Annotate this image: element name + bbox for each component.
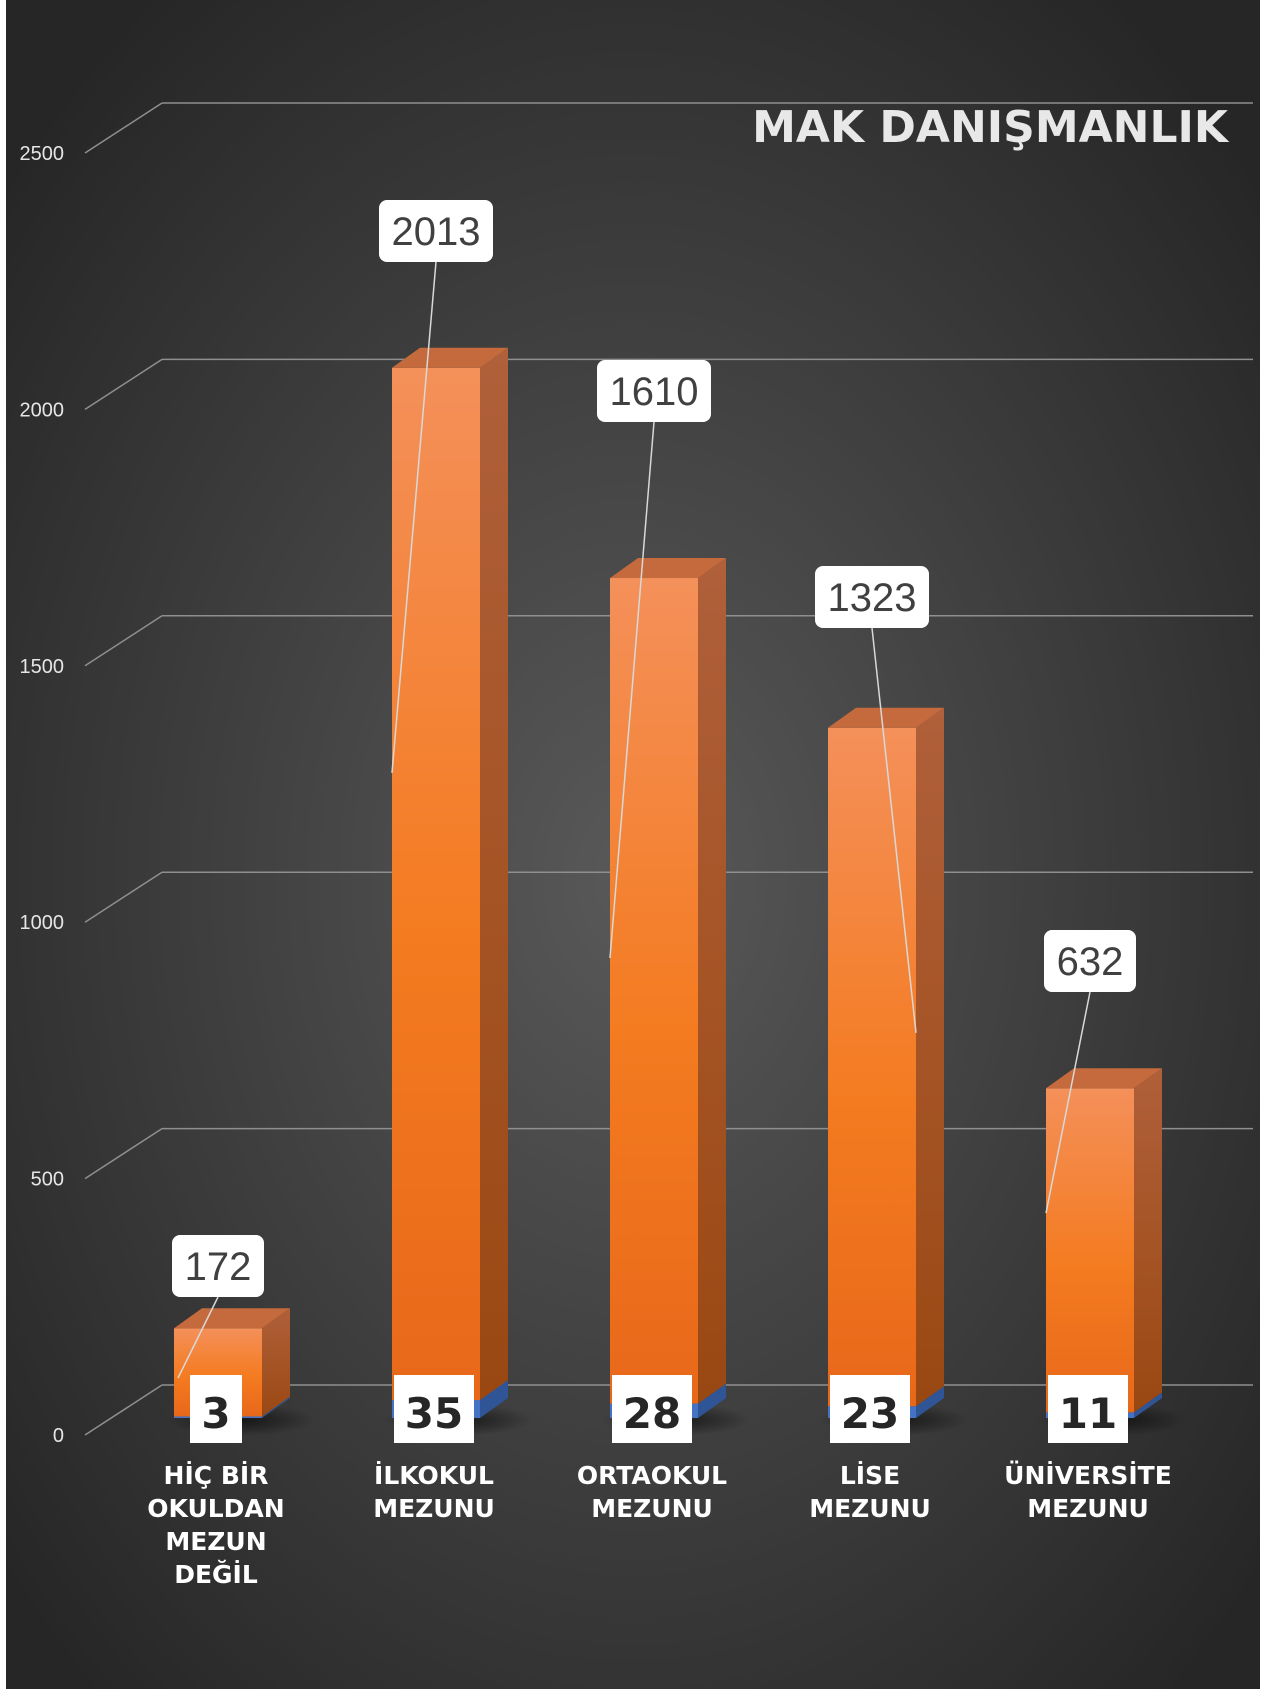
bar-top-side [480,347,508,1401]
bar-top-cap [392,347,508,368]
category-label: LİSE [840,1460,900,1490]
bar-layer [165,347,1187,1436]
gridline-depth [84,615,163,667]
value-leader-line [1045,991,1091,1214]
category-label: MEZUN [165,1527,266,1556]
base-label-box [190,1375,242,1443]
value-label-base: 35 [405,1389,463,1438]
category-label: HİÇ BİR [164,1460,269,1490]
base-label-box [830,1375,910,1443]
y-tick-label: 2500 [20,143,65,165]
bar-base-side [916,1386,944,1418]
value-leader-line [609,421,655,959]
category-label: MEZUNU [1027,1494,1149,1523]
category-label: MEZUNU [373,1494,495,1523]
bar-top-side [916,707,944,1407]
value-label-top: 1323 [828,576,917,620]
category-label: DEĞİL [174,1559,258,1589]
value-leader-line [871,627,917,1033]
base-label-box [1048,1375,1128,1443]
bar-1 [383,347,533,1436]
bar-top-cap [610,558,726,579]
value-callout-box [815,566,929,628]
value-callout-box [379,200,493,262]
bar-top-front [610,578,698,1404]
bar-top-side [1134,1068,1162,1413]
value-label-base: 28 [623,1389,681,1438]
y-tick-label: 2000 [20,399,65,421]
bar-3 [819,707,969,1436]
gridline [84,358,1253,411]
label-layer: 172 3 2013 35 1610 28 1323 23 632 11 [172,200,1136,1443]
value-leader-line [177,1296,219,1379]
value-label-base: 11 [1059,1389,1117,1438]
bar-top-cap [828,707,944,728]
gridline-depth [84,1384,163,1436]
category-label: İLKOKUL [374,1460,494,1490]
y-tick-label: 0 [53,1425,64,1447]
gridline-depth [84,1127,163,1180]
category-label: MEZUNU [591,1494,713,1523]
bar-base-side [262,1396,290,1418]
value-callout-box [597,360,711,422]
value-label-top: 1610 [610,370,699,414]
category-label: ÜNİVERSİTE [1004,1460,1172,1490]
bar-top-front [828,727,916,1407]
y-tick-label: 500 [31,1169,64,1191]
bar-base-side [480,1380,508,1418]
gridline [84,102,1253,154]
gridline-depth [84,871,163,923]
bar-top-cap [174,1308,290,1329]
value-label-top: 2013 [392,210,481,254]
bar-top-front [392,367,480,1401]
tick-layer: 0 500 1000 1500 2000 2500 [20,143,65,1447]
bar-top-side [698,558,726,1404]
y-tick-label: 1500 [20,656,65,678]
value-label-base: 23 [841,1389,899,1438]
value-callout-box [172,1235,264,1297]
bar-base-side [1134,1392,1162,1418]
base-label-box [612,1375,692,1443]
bar-base-side [698,1383,726,1418]
value-label-top: 172 [185,1245,252,1289]
value-label-top: 632 [1057,940,1124,984]
gridline-depth [84,358,163,411]
bar-top-cap [1046,1068,1162,1089]
value-callout-box [1044,930,1136,992]
watermark: MAK DANIŞMANLIK [752,102,1230,153]
category-label: ORTAOKUL [577,1461,727,1490]
y-tick-label: 1000 [20,912,65,934]
category-label: MEZUNU [809,1494,931,1523]
bar-top-front [1046,1088,1134,1413]
category-layer: HİÇ BİR OKULDAN MEZUN DEĞİL İLKOKUL MEZUNU ORT… [147,1460,1172,1589]
bar-top-side [262,1308,290,1417]
base-label-box [394,1375,474,1443]
gridline-depth [84,102,163,154]
value-label-base: 3 [201,1389,230,1438]
category-label: OKULDAN [147,1494,284,1523]
value-leader-line [391,261,437,773]
